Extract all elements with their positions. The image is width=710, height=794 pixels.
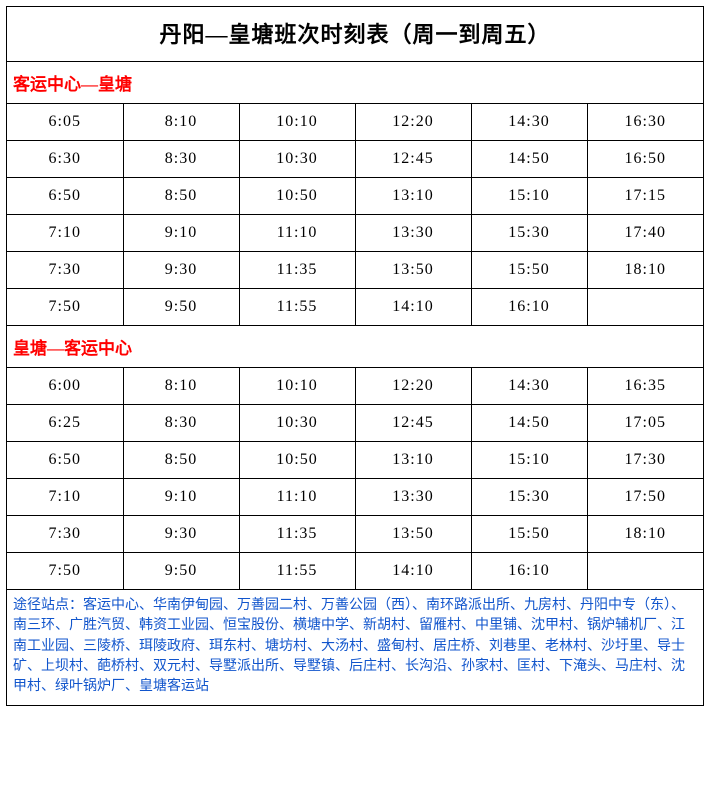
time-cell: 16:10 [471,553,587,590]
time-cell: 13:10 [355,178,471,215]
time-cell: 7:50 [7,553,123,590]
time-cell: 11:35 [239,252,355,289]
time-cell: 12:45 [355,141,471,178]
timetable-container: 丹阳—皇塘班次时刻表（周一到周五） 客运中心—皇塘 6:058:1010:101… [6,6,704,706]
time-cell: 13:30 [355,479,471,516]
time-cell [587,289,703,326]
time-cell: 17:15 [587,178,703,215]
time-cell: 6:50 [7,442,123,479]
time-cell: 6:50 [7,178,123,215]
time-cell: 11:10 [239,215,355,252]
time-cell: 17:40 [587,215,703,252]
page-title: 丹阳—皇塘班次时刻表（周一到周五） [7,7,703,62]
time-cell: 11:35 [239,516,355,553]
time-cell: 15:30 [471,479,587,516]
footer-stops: 途径站点：客运中心、华南伊甸园、万善园二村、万善公园（西）、南环路派出所、九房村… [7,590,703,705]
table-row: 7:509:5011:5514:1016:10 [7,289,703,326]
table-row: 7:509:5011:5514:1016:10 [7,553,703,590]
time-cell: 11:55 [239,553,355,590]
time-cell: 13:50 [355,516,471,553]
time-cell: 10:10 [239,104,355,141]
table-row: 7:309:3011:3513:5015:5018:10 [7,516,703,553]
time-cell: 8:10 [123,104,239,141]
time-cell: 11:10 [239,479,355,516]
table-row: 6:258:3010:3012:4514:5017:05 [7,405,703,442]
time-cell: 14:30 [471,368,587,405]
time-cell: 15:50 [471,252,587,289]
time-cell: 15:10 [471,178,587,215]
time-cell: 14:10 [355,553,471,590]
time-cell: 15:30 [471,215,587,252]
time-cell: 10:30 [239,141,355,178]
time-cell: 10:50 [239,178,355,215]
time-cell: 16:35 [587,368,703,405]
time-cell: 9:30 [123,516,239,553]
section1-header: 客运中心—皇塘 [7,62,703,104]
time-cell: 10:30 [239,405,355,442]
time-cell: 13:10 [355,442,471,479]
time-cell: 8:30 [123,405,239,442]
table-row: 6:058:1010:1012:2014:3016:30 [7,104,703,141]
time-cell: 14:30 [471,104,587,141]
time-cell: 7:50 [7,289,123,326]
time-cell [587,553,703,590]
table-row: 7:109:1011:1013:3015:3017:50 [7,479,703,516]
time-cell: 18:10 [587,516,703,553]
time-cell: 9:10 [123,479,239,516]
time-cell: 15:10 [471,442,587,479]
time-cell: 16:30 [587,104,703,141]
time-cell: 13:50 [355,252,471,289]
time-cell: 9:10 [123,215,239,252]
time-cell: 17:50 [587,479,703,516]
time-cell: 9:30 [123,252,239,289]
time-cell: 6:25 [7,405,123,442]
time-cell: 9:50 [123,289,239,326]
time-cell: 8:50 [123,178,239,215]
time-cell: 10:10 [239,368,355,405]
time-cell: 9:50 [123,553,239,590]
time-cell: 8:10 [123,368,239,405]
time-cell: 14:50 [471,141,587,178]
table-row: 6:508:5010:5013:1015:1017:30 [7,442,703,479]
time-cell: 12:20 [355,104,471,141]
time-cell: 7:30 [7,252,123,289]
time-cell: 18:10 [587,252,703,289]
table-row: 6:308:3010:3012:4514:5016:50 [7,141,703,178]
time-cell: 8:30 [123,141,239,178]
section2-header: 皇塘—客运中心 [7,326,703,368]
table-row: 7:109:1011:1013:3015:3017:40 [7,215,703,252]
time-cell: 17:05 [587,405,703,442]
time-cell: 13:30 [355,215,471,252]
section1-table: 6:058:1010:1012:2014:3016:306:308:3010:3… [7,104,703,326]
time-cell: 12:45 [355,405,471,442]
time-cell: 16:50 [587,141,703,178]
time-cell: 17:30 [587,442,703,479]
time-cell: 14:10 [355,289,471,326]
time-cell: 12:20 [355,368,471,405]
time-cell: 8:50 [123,442,239,479]
table-row: 6:008:1010:1012:2014:3016:35 [7,368,703,405]
time-cell: 11:55 [239,289,355,326]
time-cell: 6:30 [7,141,123,178]
time-cell: 6:05 [7,104,123,141]
time-cell: 6:00 [7,368,123,405]
time-cell: 14:50 [471,405,587,442]
table-row: 6:508:5010:5013:1015:1017:15 [7,178,703,215]
time-cell: 7:10 [7,215,123,252]
time-cell: 16:10 [471,289,587,326]
time-cell: 7:10 [7,479,123,516]
time-cell: 15:50 [471,516,587,553]
time-cell: 10:50 [239,442,355,479]
time-cell: 7:30 [7,516,123,553]
section2-table: 6:008:1010:1012:2014:3016:356:258:3010:3… [7,368,703,590]
table-row: 7:309:3011:3513:5015:5018:10 [7,252,703,289]
